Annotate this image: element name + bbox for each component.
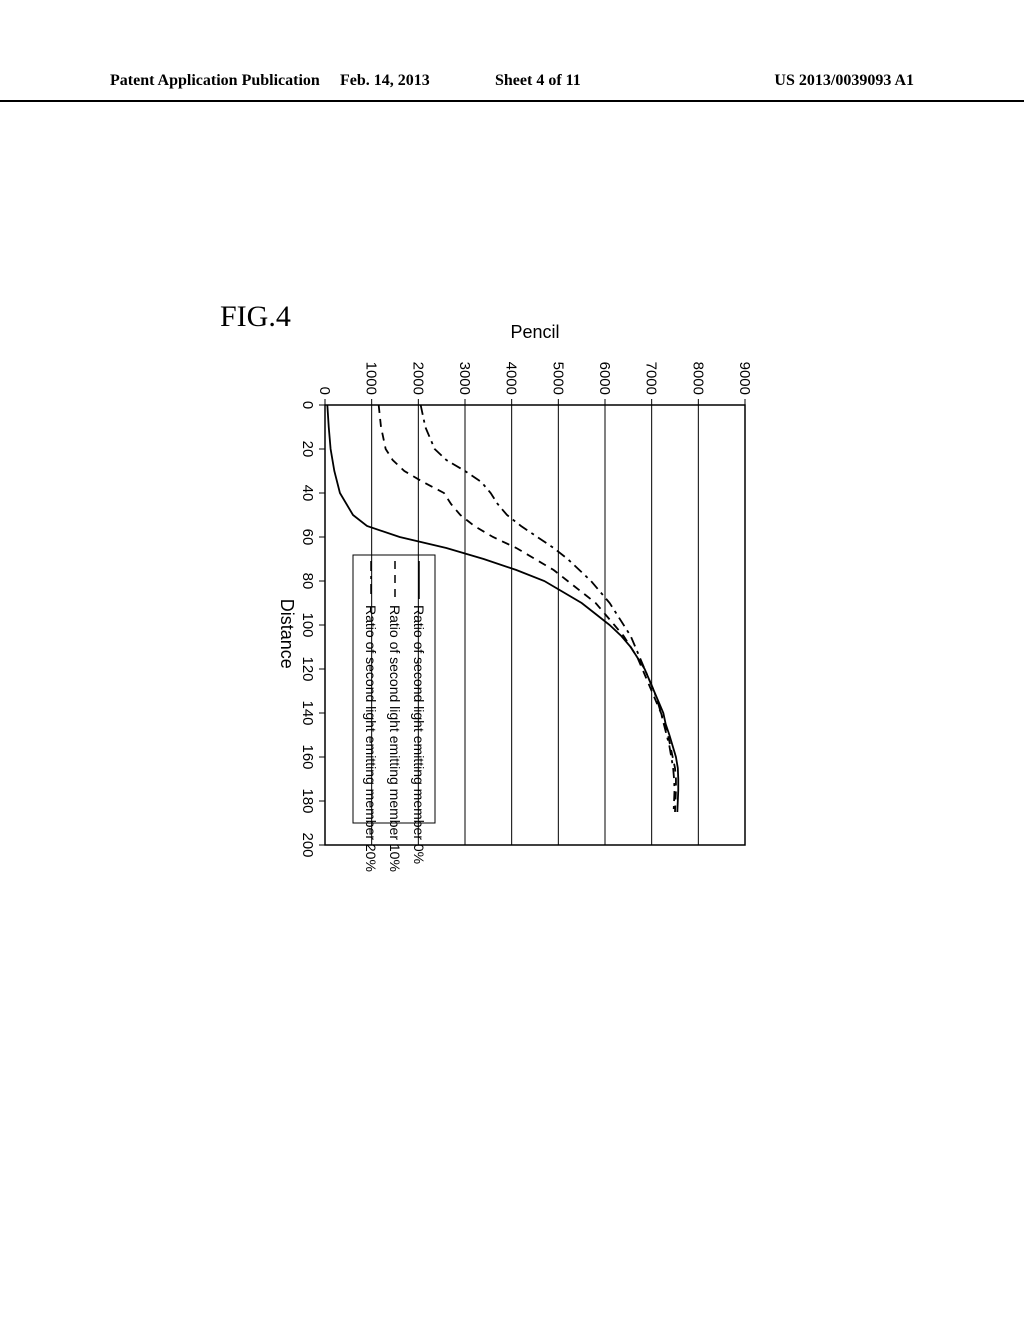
y-tick-label: 9000 bbox=[736, 362, 753, 395]
y-axis-label: Pencil bbox=[510, 322, 559, 342]
y-tick-label: 1000 bbox=[363, 362, 380, 395]
x-tick-label: 20 bbox=[299, 441, 316, 458]
header-pub-number: US 2013/0039093 A1 bbox=[774, 72, 914, 90]
y-tick-label: 3000 bbox=[456, 362, 473, 395]
x-tick-label: 160 bbox=[299, 744, 316, 769]
x-tick-label: 0 bbox=[299, 401, 316, 409]
x-tick-label: 100 bbox=[299, 612, 316, 637]
x-tick-label: 40 bbox=[299, 485, 316, 502]
y-tick-label: 4000 bbox=[503, 362, 520, 395]
chart-container: 0 1000 2000 3000 4000 5000 6000 7000 8000 9000 0 20… bbox=[205, 320, 805, 880]
line-chart: 0 1000 2000 3000 4000 5000 6000 7000 8000 9000 0 20… bbox=[205, 320, 805, 880]
header-sheet: Sheet 4 of 11 bbox=[495, 72, 581, 90]
x-tick-label: 140 bbox=[299, 700, 316, 725]
x-axis-label: Distance bbox=[277, 599, 297, 669]
x-tick-label: 80 bbox=[299, 573, 316, 590]
page-header: Patent Application Publication Feb. 14, … bbox=[0, 72, 1024, 102]
y-tick-label: 5000 bbox=[549, 362, 566, 395]
legend-label: Ratio of second light emitting member 10… bbox=[387, 605, 403, 872]
x-tick-label: 200 bbox=[299, 832, 316, 857]
chart-series bbox=[421, 405, 675, 812]
y-tick-label: 8000 bbox=[689, 362, 706, 395]
y-tick-label: 7000 bbox=[643, 362, 660, 395]
header-publication-label: Patent Application Publication bbox=[110, 72, 320, 90]
y-tick-label: 6000 bbox=[596, 362, 613, 395]
x-tick-label: 180 bbox=[299, 788, 316, 813]
x-tick-label: 60 bbox=[299, 529, 316, 546]
header-date: Feb. 14, 2013 bbox=[340, 72, 430, 90]
legend-label: Ratio of second light emitting member 0% bbox=[411, 605, 427, 864]
legend-label: Ratio of second light emitting member 20… bbox=[363, 605, 379, 872]
y-tick-label: 2000 bbox=[409, 362, 426, 395]
x-tick-label: 120 bbox=[299, 656, 316, 681]
y-tick-label: 0 bbox=[316, 387, 333, 395]
